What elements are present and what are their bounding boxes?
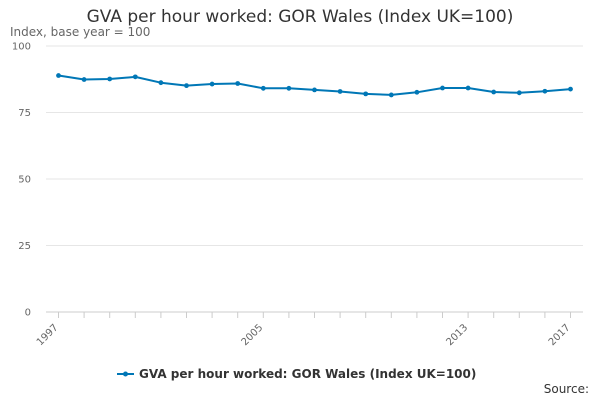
grid-lines (46, 45, 583, 246)
y-tick-label: 75 (18, 108, 31, 119)
series-line-group (56, 73, 573, 98)
x-axis: 1997 2005 2013 2017 (35, 311, 583, 348)
data-point (209, 81, 215, 87)
y-tick-label: 50 (18, 175, 31, 186)
y-axis-label: Index, base year = 100 (10, 25, 151, 39)
data-point (312, 87, 317, 93)
x-tick-label: 2005 (240, 322, 266, 348)
data-point (337, 89, 343, 94)
x-tick-label: 2013 (444, 322, 470, 348)
data-point (107, 76, 113, 82)
data-point (363, 91, 369, 97)
data-point (388, 92, 394, 98)
data-point (414, 89, 420, 95)
y-tick-labels: 0 25 50 75 100 (12, 42, 31, 319)
data-point (81, 77, 87, 82)
data-point (286, 85, 292, 91)
legend-label: GVA per hour worked: GOR Wales (Index UK… (139, 367, 476, 381)
data-point (235, 81, 241, 86)
data-point (158, 80, 164, 86)
y-tick-label: 0 (25, 308, 31, 319)
legend[interactable]: GVA per hour worked: GOR Wales (Index UK… (117, 367, 476, 381)
data-point (568, 86, 573, 92)
data-point (516, 90, 522, 96)
source-label: Source: (543, 382, 589, 396)
x-tick-label: 1997 (35, 322, 61, 348)
data-point (491, 89, 497, 95)
x-tick-label: 2017 (547, 322, 573, 348)
data-point (184, 83, 189, 89)
data-point (542, 88, 548, 94)
y-tick-label: 100 (12, 42, 31, 53)
data-point (465, 85, 471, 91)
data-point (260, 85, 266, 91)
y-tick-label: 25 (18, 241, 31, 252)
data-point (56, 73, 61, 78)
data-point (440, 85, 445, 91)
data-point (132, 74, 138, 80)
legend-marker (123, 371, 128, 377)
chart-title: GVA per hour worked: GOR Wales (Index UK… (86, 7, 514, 27)
